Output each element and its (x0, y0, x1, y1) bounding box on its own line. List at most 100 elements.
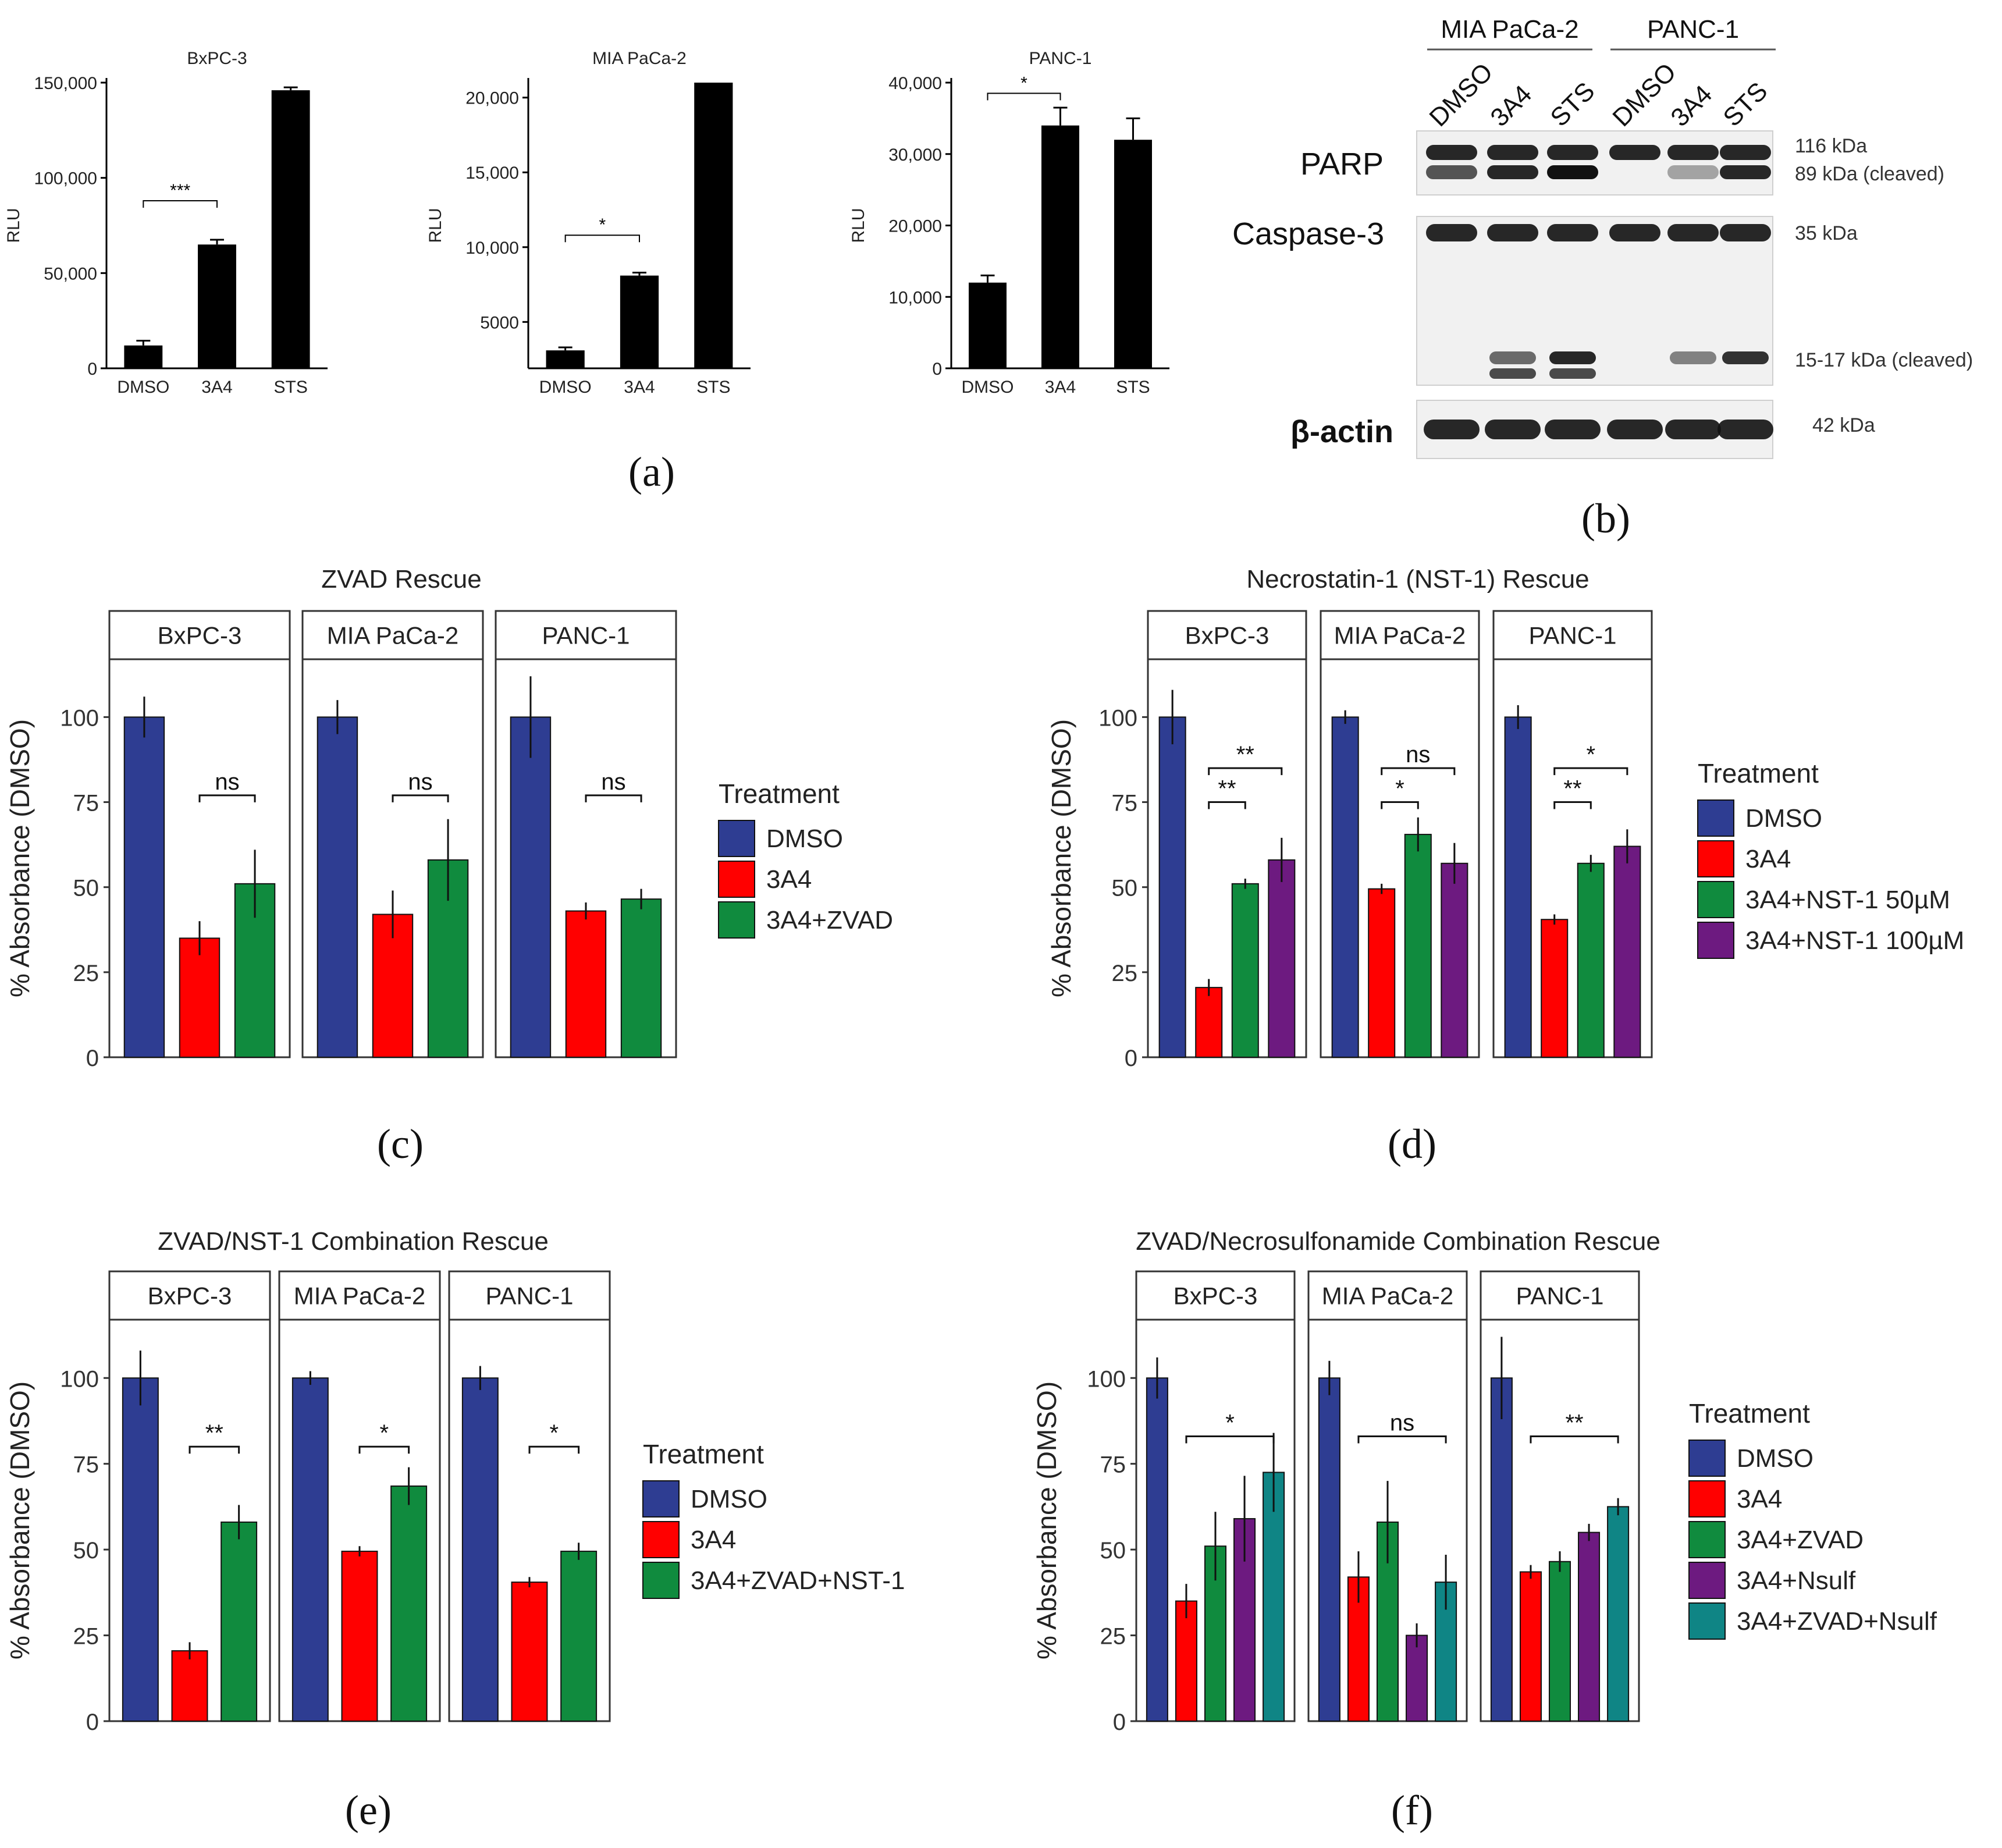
legend-label-3a4-nsulf: 3A4+Nsulf (1737, 1566, 1856, 1595)
y-tick-label: 0 (1125, 1046, 1137, 1071)
legend-label-3a4-nst-1-100-m: 3A4+NST-1 100µM (1745, 926, 1964, 955)
panel-f: ZVAD/Necrosulfonamide Combination Rescue… (1032, 1227, 1937, 1735)
panel-label-a: (a) (628, 449, 675, 495)
panel-e: ZVAD/NST-1 Combination Rescue % Absorbanc… (5, 1227, 905, 1735)
facet-strip (1492, 610, 1653, 660)
blot-band-parp-116 (1667, 145, 1719, 160)
significance-label: ns (408, 769, 432, 795)
x-tick-label-sts: STS (273, 378, 307, 397)
blot-band-caspase3-35 (1426, 224, 1477, 241)
significance-bracket (987, 93, 1061, 101)
y-tick-label: 30,000 (888, 145, 942, 165)
facet-strip-label: BxPC-3 (158, 622, 242, 649)
legend-label-3a4: 3A4 (691, 1526, 736, 1554)
blot-cellline-2: PANC-1 (1647, 15, 1739, 44)
significance-bracket (1357, 1435, 1447, 1444)
legend-key-dmso (718, 820, 755, 857)
y-tick-label: 25 (1112, 961, 1138, 986)
bar-3a4-zvad-nst-1 (390, 1485, 428, 1722)
bar-sts (694, 83, 733, 368)
legend-key-3a4-nst-1-50-m (1697, 881, 1734, 918)
bar-3a4 (1195, 987, 1223, 1058)
panel-d: Necrostatin-1 (NST-1) Rescue % Absorbance… (1046, 565, 1964, 1071)
significance-bracket (1553, 801, 1592, 809)
blot-images (1416, 130, 1773, 459)
significance-bracket (143, 200, 218, 208)
y-tick-label: 150,000 (34, 74, 97, 93)
y-axis-label: % Absorbance (DMSO) (5, 1381, 35, 1659)
panel-c: ZVAD Rescue % Absorbance (DMSO) 0 25 50 75 100… (5, 565, 893, 1071)
legend-key-dmso (642, 1480, 680, 1518)
facet-strip-label: PANC-1 (1516, 1282, 1604, 1310)
bar-3a4-zvad-nsulf (1607, 1506, 1630, 1722)
legend-key-3a4 (1697, 840, 1734, 877)
bar-3a4-zvad (620, 898, 662, 1058)
facet-bxpc-3: BxPC-3 ** (108, 1270, 271, 1722)
significance-label: *** (170, 181, 190, 200)
legend-label-3a4: 3A4 (1737, 1485, 1782, 1513)
legend-label-3a4-zvad: 3A4+ZVAD (1737, 1526, 1864, 1554)
panel-label-f: (f) (1391, 1787, 1433, 1833)
chart-f: ZVAD/Necrosulfonamide Combination Rescue… (1032, 1227, 1937, 1735)
facet-strip-label: BxPC-3 (1185, 622, 1270, 649)
y-tick-label: 50,000 (44, 264, 97, 283)
legend-label-dmso: DMSO (691, 1485, 767, 1513)
blot-band-parp-116 (1547, 145, 1598, 160)
blot-kda-89: 89 kDa (cleaved) (1795, 163, 1944, 185)
legend-label-dmso: DMSO (1737, 1444, 1813, 1473)
y-tick-label: 75 (1112, 791, 1138, 816)
legend-label-3a4: 3A4 (1745, 845, 1791, 873)
blot-band-parp-89 (1487, 165, 1538, 179)
y-tick-label: 0 (87, 360, 97, 379)
significance-bracket (1208, 767, 1283, 776)
bar-dmso (1504, 716, 1532, 1058)
y-tick-label: 0 (86, 1710, 99, 1735)
bar-3a4 (1041, 125, 1079, 368)
x-tick-label-dmso: DMSO (117, 378, 169, 397)
legend-key-3a4-nst-1-100-m (1697, 922, 1734, 959)
bar-dmso (1490, 1377, 1513, 1722)
facet-mia-paca-2: MIA PaCa-2 ns (1307, 1270, 1468, 1722)
x-tick-label-3a4: 3A4 (1045, 378, 1076, 397)
chart-c: ZVAD Rescue % Absorbance (DMSO) 0 25 50 75 100… (5, 565, 893, 1071)
y-tick-label: 20,000 (888, 217, 942, 236)
blot-row-label-parp: PARP (1300, 147, 1384, 182)
legend: Treatment DMSO 3A4 3A4+NST-1 50µM 3A4+NST-1 … (1697, 758, 1964, 959)
bar-3a4-zvad-nst-1 (560, 1551, 598, 1722)
y-tick-label: 50 (73, 1538, 99, 1563)
facet-strip (1480, 1270, 1640, 1321)
blot-band-caspase3-cleaved-lower (1489, 368, 1536, 379)
facet-panc-1: PANC-1 ns (495, 610, 677, 1058)
legend-key-dmso (1697, 799, 1734, 837)
bar-dmso (123, 716, 165, 1058)
chart-e: ZVAD/NST-1 Combination Rescue % Absorbanc… (5, 1227, 905, 1735)
chart-d: Necrostatin-1 (NST-1) Rescue % Absorbance… (1046, 565, 1964, 1071)
blot-band-parp-116 (1609, 145, 1660, 160)
facet-mia-paca-2: MIA PaCa-2 *ns (1320, 610, 1480, 1058)
bar-dmso (969, 282, 1007, 368)
y-tick-label: 20,000 (465, 89, 519, 108)
chart-title: PANC-1 (1029, 49, 1092, 68)
x-tick-label-dmso: DMSO (539, 378, 592, 397)
significance-label: * (550, 1420, 559, 1446)
y-tick-label: 25 (73, 1624, 99, 1650)
legend-title: Treatment (719, 779, 840, 809)
bar-3a4-zvad-nsulf (1263, 1472, 1285, 1722)
blot-lane-label-sts: STS (1717, 77, 1773, 132)
bar-dmso (122, 1377, 159, 1722)
blot-lane-label-3a4: 3A4 (1485, 80, 1537, 132)
legend-key-3a4-zvad (718, 901, 755, 939)
bar-sts (1114, 140, 1152, 368)
bar-3a4-nsulf (1406, 1634, 1428, 1722)
legend-key-3a4-zvad-nst-1 (642, 1562, 680, 1599)
blot-band-actin (1607, 420, 1663, 439)
blot-kda-15-17: 15-17 kDa (cleaved) (1795, 349, 1973, 371)
legend-key-3a4 (642, 1521, 680, 1558)
y-axis-label: RLU (426, 208, 445, 243)
panel-a: BxPC-3 0 50,000 100,000 150,000 RLU DMSO 3A4 STS… (4, 49, 1169, 397)
bar-dmso (510, 716, 552, 1058)
facet-strip (301, 610, 484, 660)
